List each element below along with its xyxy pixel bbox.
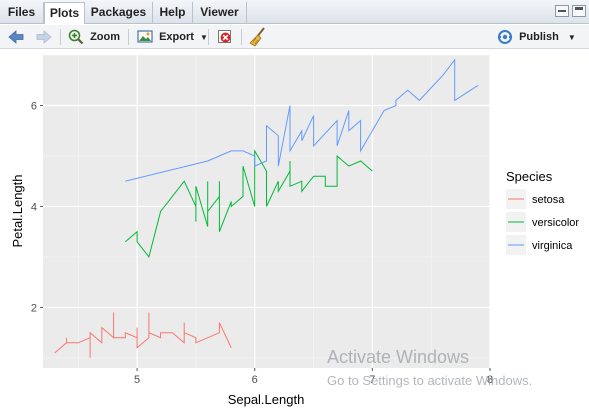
- x-axis-label: Sepal.Length: [228, 392, 305, 407]
- arrow-right-icon[interactable]: [35, 25, 53, 49]
- tab-packages[interactable]: Packages: [85, 2, 153, 23]
- y-tick-label: 6: [31, 100, 37, 112]
- y-axis-label: Petal.Length: [10, 174, 25, 247]
- x-tick-label: 6: [252, 374, 258, 386]
- publish-label: Publish: [519, 31, 559, 43]
- arrow-left-icon[interactable]: [7, 25, 25, 49]
- legend: Species setosa versicolor virginica: [506, 169, 579, 255]
- plots-toolbar: Zoom Export ▼ Publish ▼: [0, 25, 589, 49]
- minimize-pane-button[interactable]: [555, 5, 569, 17]
- x-tick-label: 5: [134, 374, 140, 386]
- plot-panel: [43, 55, 490, 368]
- tab-help[interactable]: Help: [153, 2, 193, 23]
- tab-files[interactable]: Files: [0, 2, 44, 23]
- legend-label-setosa: setosa: [532, 194, 565, 206]
- zoom-button[interactable]: Zoom: [68, 25, 120, 49]
- broom-icon[interactable]: [249, 25, 267, 49]
- x-tick-label: 8: [487, 374, 493, 386]
- legend-label-versicolor: versicolor: [532, 217, 579, 229]
- tab-plots[interactable]: Plots: [44, 2, 85, 24]
- y-axis-ticks: 2 4 6: [31, 100, 43, 314]
- chevron-down-icon: ▼: [567, 33, 576, 42]
- x-tick-label: 7: [369, 374, 375, 386]
- legend-label-virginica: virginica: [532, 240, 573, 252]
- activate-windows-title: Activate Windows: [327, 347, 470, 367]
- remove-plot-icon[interactable]: [217, 25, 233, 49]
- series-line-setosa: [54, 312, 232, 358]
- zoom-label: Zoom: [90, 31, 121, 43]
- legend-title: Species: [506, 169, 553, 184]
- series-line-versicolor: [124, 149, 373, 259]
- y-tick-label: 4: [31, 201, 37, 213]
- plot-viewer: 5 6 7 8 2 4 6 Sepal.Length Petal.Length Speci…: [0, 50, 589, 409]
- pane-tab-bar: Files Plots Packages Help Viewer: [0, 0, 589, 24]
- line-chart: 5 6 7 8 2 4 6 Sepal.Length Petal.Length Speci…: [10, 54, 579, 407]
- export-button[interactable]: Export ▼: [137, 25, 208, 49]
- y-tick-label: 2: [31, 302, 37, 314]
- x-axis-ticks: 5 6 7 8: [134, 368, 493, 386]
- grid-minor: [43, 54, 490, 368]
- series-line-virginica: [125, 58, 479, 182]
- image-export-icon: [137, 30, 153, 43]
- publish-button[interactable]: Publish ▼: [497, 25, 576, 49]
- magnifier-plus-icon: [68, 29, 84, 45]
- tab-viewer[interactable]: Viewer: [193, 2, 247, 23]
- series-layer: [54, 58, 479, 358]
- export-label: Export: [159, 31, 194, 43]
- publish-icon: [498, 30, 512, 44]
- chevron-down-icon: ▼: [199, 33, 208, 42]
- maximize-pane-button[interactable]: [572, 5, 586, 17]
- activate-windows-subtitle: Go to Settings to activate Windows.: [327, 373, 533, 388]
